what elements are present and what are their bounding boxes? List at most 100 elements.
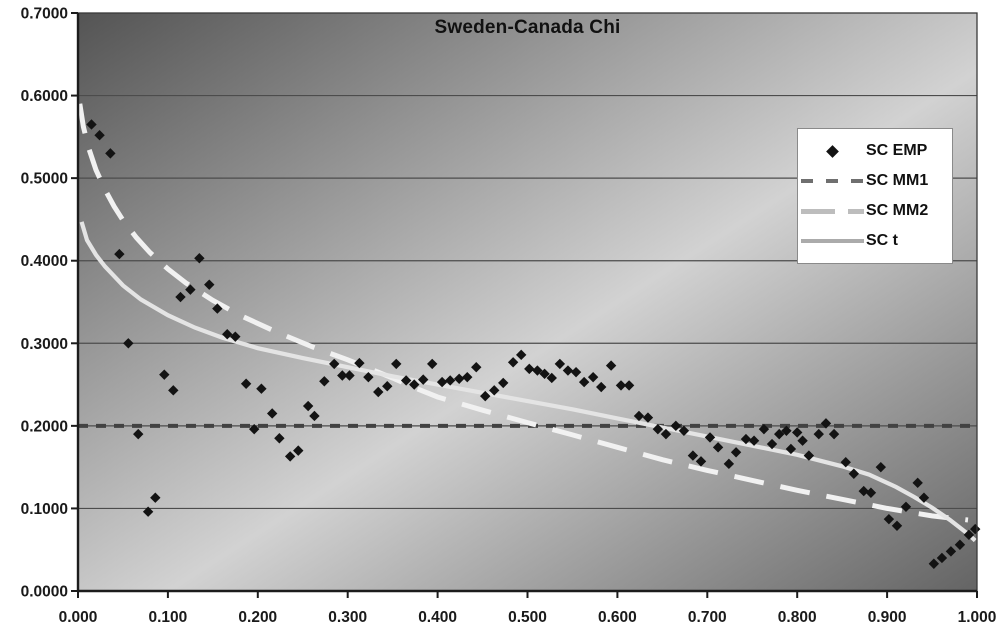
data-point-diamond (970, 523, 981, 535)
data-point-diamond (623, 380, 635, 391)
data-point-diamond (792, 427, 803, 438)
data-point-diamond (418, 374, 429, 385)
legend-marker-dashed-dark-icon (798, 179, 866, 183)
data-point-diamond (660, 428, 672, 440)
data-point-diamond (329, 358, 340, 370)
data-point-diamond (444, 375, 456, 386)
data-point-diamond (142, 506, 154, 517)
x-tick-label: 0.800 (778, 609, 817, 626)
data-point-diamond (354, 357, 365, 369)
data-point-diamond (797, 435, 808, 446)
data-point-diamond (605, 360, 617, 371)
y-tick-label: 0.3000 (21, 336, 68, 353)
y-tick-label: 0.5000 (21, 171, 68, 188)
series-line-sc-mm2 (77, 103, 969, 523)
data-point-diamond (168, 385, 179, 396)
data-point-diamond (723, 458, 735, 470)
x-tick-label: 0.500 (508, 609, 547, 626)
data-point-diamond (928, 558, 940, 569)
legend-label: SC MM1 (866, 172, 929, 189)
data-point-diamond (427, 358, 438, 370)
data-point-diamond (105, 148, 116, 159)
data-point-diamond (293, 445, 304, 456)
data-point-diamond (400, 375, 412, 386)
data-point-diamond (212, 303, 223, 314)
data-point-diamond (803, 450, 815, 461)
data-point-diamond (274, 433, 285, 444)
y-tick-label: 0.4000 (21, 253, 68, 270)
x-tick-label: 0.400 (418, 609, 457, 626)
y-tick-label: 0.7000 (21, 6, 68, 23)
data-point-diamond (578, 376, 590, 388)
x-tick-label: 1.000 (958, 609, 997, 626)
data-point-diamond (774, 428, 785, 440)
data-point-diamond (554, 358, 566, 370)
legend-item-sc-t: SC t (798, 226, 952, 256)
data-point-diamond (766, 438, 778, 450)
data-point-diamond (858, 485, 869, 497)
data-point-diamond (507, 357, 519, 368)
data-point-diamond (865, 487, 877, 498)
data-point-diamond (954, 539, 966, 550)
data-point-diamond (587, 371, 599, 383)
x-tick-label: 0.700 (688, 609, 727, 626)
y-tick-label: 0.0000 (21, 584, 68, 601)
data-point-diamond (875, 461, 887, 473)
series-scatter-sc-emp (86, 119, 981, 569)
data-point-diamond (848, 468, 860, 479)
data-point-diamond (436, 376, 448, 388)
data-point-diamond (712, 442, 724, 453)
data-point-diamond (918, 492, 930, 503)
data-point-diamond (524, 363, 535, 375)
data-point-diamond (373, 386, 384, 398)
legend: SC EMP SC MM1 SC MM2 SC t (797, 128, 953, 264)
y-tick-label: 0.2000 (21, 418, 68, 435)
data-point-diamond (945, 546, 957, 557)
series-line-sc-t (79, 221, 977, 543)
data-point-diamond (175, 291, 186, 303)
data-point-diamond (194, 253, 205, 264)
data-point-diamond (516, 349, 527, 361)
data-point-diamond (230, 331, 241, 342)
data-point-diamond (86, 119, 97, 130)
data-point-diamond (570, 366, 582, 378)
data-point-diamond (781, 425, 792, 437)
data-point-diamond (114, 248, 125, 260)
data-point-diamond (596, 381, 607, 393)
data-point-diamond (785, 443, 797, 455)
data-point-diamond (266, 408, 278, 419)
data-point-diamond (240, 378, 252, 389)
x-tick-label: 0.100 (149, 609, 188, 626)
data-point-diamond (453, 373, 465, 384)
data-point-diamond (532, 365, 543, 376)
data-point-diamond (319, 376, 330, 387)
data-point-diamond (382, 381, 393, 392)
data-point-diamond (185, 284, 196, 295)
data-point-diamond (337, 370, 348, 381)
data-point-diamond (562, 365, 574, 376)
data-point-diamond (740, 433, 752, 445)
axes (71, 12, 978, 598)
data-point-diamond (480, 390, 491, 402)
data-point-diamond (695, 456, 707, 467)
data-point-diamond (687, 450, 699, 461)
data-point-diamond (813, 428, 824, 440)
data-point-diamond (963, 529, 975, 541)
legend-label: SC MM2 (866, 202, 929, 219)
series-layer (77, 103, 981, 569)
legend-marker-diamond-icon (798, 144, 866, 158)
data-point-diamond (840, 456, 851, 468)
data-point-diamond (309, 410, 320, 422)
data-point-diamond (730, 447, 742, 458)
data-point-diamond (912, 477, 923, 489)
data-point-diamond (615, 380, 627, 391)
legend-label: SC EMP (866, 142, 928, 159)
data-point-diamond (891, 520, 903, 531)
legend-item-sc-emp: SC EMP (798, 136, 952, 166)
data-point-diamond (489, 385, 500, 396)
data-point-diamond (256, 383, 267, 394)
data-point-diamond (828, 428, 840, 440)
x-tick-label: 0.600 (598, 609, 637, 626)
